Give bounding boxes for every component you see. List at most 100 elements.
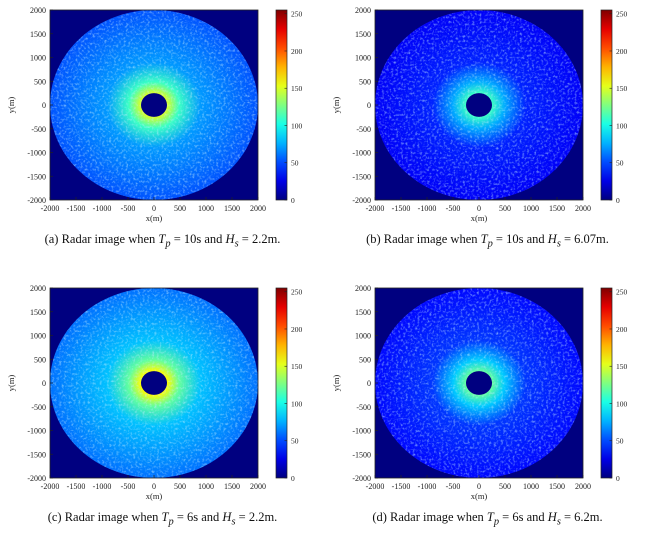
x-tick-label: 1500 [549, 482, 565, 491]
x-tick-label: -1000 [418, 482, 437, 491]
caption-tp-value: = 6s [502, 510, 524, 524]
colorbar-tick-label: 50 [291, 159, 299, 168]
y-tick-label: -500 [31, 125, 46, 134]
x-tick-label: -500 [121, 204, 136, 213]
colorbar-tick-label: 250 [616, 10, 628, 19]
x-tick-label: 0 [152, 482, 156, 491]
colorbar-tick-label: 150 [616, 362, 628, 371]
x-tick-label: 0 [477, 204, 481, 213]
x-axis-label: x(m) [146, 213, 163, 223]
y-tick-label: -1000 [352, 149, 371, 158]
y-axis-label: y(m) [6, 375, 16, 392]
y-tick-label: -1500 [352, 450, 371, 459]
x-tick-label: -1500 [392, 204, 411, 213]
caption-connector: and [204, 232, 223, 246]
y-tick-label: 2000 [30, 284, 46, 293]
y-tick-label: -1500 [27, 450, 46, 459]
y-tick-label: 500 [359, 355, 371, 364]
x-tick-label: 1500 [224, 482, 240, 491]
x-tick-label: 1000 [523, 204, 539, 213]
x-tick-label: -2000 [41, 482, 60, 491]
x-tick-label: 1000 [198, 482, 214, 491]
x-tick-label: 2000 [575, 482, 591, 491]
colorbar-tick-label: 100 [291, 399, 303, 408]
blind-zone [466, 93, 492, 117]
y-tick-label: -500 [356, 125, 371, 134]
x-tick-label: -1000 [418, 204, 437, 213]
caption-hs-value: = 6.2m. [564, 510, 603, 524]
x-tick-label: -1500 [67, 482, 86, 491]
x-tick-label: 500 [499, 204, 511, 213]
y-tick-label: -500 [31, 403, 46, 412]
x-tick-label: -2000 [366, 482, 385, 491]
y-tick-label: 1500 [30, 30, 46, 39]
caption-hs-value: = 2.2m. [241, 232, 281, 246]
y-tick-label: 0 [42, 101, 46, 110]
caption-prefix: (d) [372, 510, 387, 524]
y-tick-label: 1500 [355, 308, 371, 317]
y-tick-label: 1000 [30, 54, 46, 63]
panel-b: -2000 -1500 -1000 -500 0 500 1000 1500 2000 2000 1… [325, 0, 650, 267]
x-tick-label: -500 [446, 204, 461, 213]
x-tick-label: 2000 [250, 204, 266, 213]
x-tick-label: -1500 [67, 204, 86, 213]
colorbar-tick-label: 250 [291, 288, 303, 297]
colorbar-tick-label: 50 [616, 437, 624, 446]
colorbar [600, 9, 613, 201]
y-axis-label: y(m) [6, 97, 16, 114]
colorbar-tick-label: 150 [291, 84, 303, 93]
y-tick-label: 500 [34, 355, 46, 364]
radar-chart-b: -2000 -1500 -1000 -500 0 500 1000 1500 200020001… [331, 6, 628, 223]
radar-chart-d: -2000 -1500 -1000 -500 0 500 1000 1500 200020001… [331, 284, 628, 501]
x-tick-label: 500 [174, 204, 186, 213]
colorbar-tick-label: 100 [616, 399, 628, 408]
panel-a: -2000 -1500 -1000 -500 0 500 1000 1500 2000 2000 1… [0, 0, 325, 267]
colorbar-tick-label: 200 [291, 47, 303, 56]
x-tick-label: 2000 [575, 204, 591, 213]
colorbar-tick-label: 150 [291, 362, 303, 371]
x-tick-label: 0 [152, 204, 156, 213]
colorbar-tick-label: 0 [291, 474, 295, 483]
colorbar-tick-label: 50 [616, 159, 624, 168]
x-tick-label: -500 [446, 482, 461, 491]
x-tick-label: 500 [174, 482, 186, 491]
caption-text: Radar image when [390, 510, 484, 524]
x-tick-label: 1500 [224, 204, 240, 213]
y-tick-label: -2000 [352, 196, 371, 205]
caption-text: Radar image when [383, 232, 478, 246]
colorbar-tick-label: 0 [291, 196, 295, 205]
colorbar-tick-label: 250 [616, 288, 628, 297]
y-tick-label: 1000 [30, 332, 46, 341]
caption-tp-value: = 6s [176, 510, 199, 524]
y-tick-label: 1000 [355, 332, 371, 341]
colorbar-tick-label: 250 [291, 10, 303, 19]
colorbar [275, 9, 288, 201]
colorbar-tick-label: 100 [616, 121, 628, 130]
caption-a: (a) Radar image when Tp = 10s and Hs = 2… [44, 232, 281, 250]
y-tick-label: 1500 [30, 308, 46, 317]
x-axis-label: x(m) [471, 491, 488, 501]
y-tick-label: 1000 [355, 54, 371, 63]
blind-zone [466, 371, 492, 395]
radar-chart-a: -2000 -1500 -1000 -500 0 500 1000 1500 200020001… [6, 6, 303, 223]
colorbar-tick-label: 200 [616, 325, 628, 334]
y-tick-label: -1500 [27, 172, 46, 181]
caption-hs-value: = 2.2m. [238, 510, 278, 524]
caption-tp-value: = 10s [495, 232, 524, 246]
y-tick-label: 2000 [30, 6, 46, 15]
x-tick-label: 0 [477, 482, 481, 491]
colorbar-tick-label: 200 [616, 47, 628, 56]
caption-connector: and [201, 510, 220, 524]
colorbar-tick-label: 100 [291, 121, 303, 130]
y-tick-label: -1000 [27, 149, 46, 158]
caption-prefix: (c) [47, 510, 62, 524]
x-tick-label: 1500 [549, 204, 565, 213]
x-tick-label: -1500 [392, 482, 411, 491]
caption-connector: and [526, 232, 545, 246]
x-tick-label: -2000 [41, 204, 60, 213]
caption-prefix: (a) [44, 232, 59, 246]
caption-prefix: (b) [366, 232, 381, 246]
y-tick-label: -1000 [352, 427, 371, 436]
x-tick-label: -1000 [93, 204, 112, 213]
y-tick-label: -2000 [27, 474, 46, 483]
